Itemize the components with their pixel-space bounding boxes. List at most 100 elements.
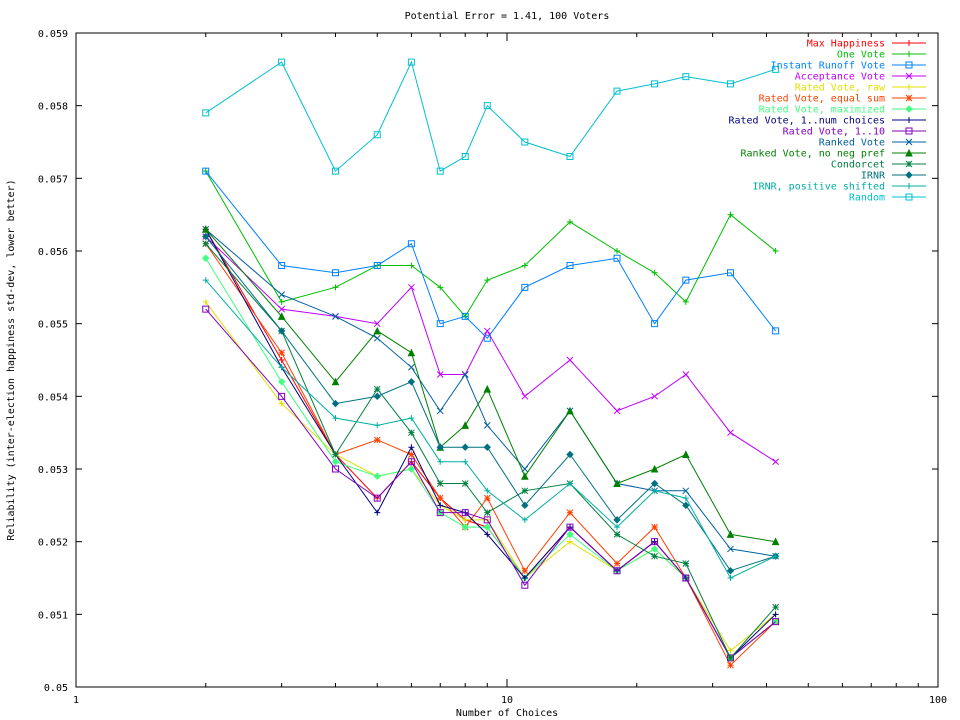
data-point-random	[331, 167, 339, 175]
data-point-random	[461, 153, 469, 161]
data-point-irnr-positive-shifted	[484, 487, 491, 494]
legend-marker	[906, 84, 912, 90]
data-point-random	[772, 65, 780, 73]
data-point-acceptance-vote	[521, 392, 529, 400]
data-point-acceptance-vote	[651, 392, 658, 400]
legend-label: IRNR, positive shifted	[753, 182, 885, 193]
data-point-condorcet	[682, 560, 690, 567]
y-tick-labels: 0.05 0.051 0.052 0.053 0.054 0.055 0.056 0.057 0…	[38, 29, 68, 694]
data-point-random	[483, 102, 491, 110]
data-point-instant-runoff-vote	[436, 320, 444, 328]
series-irnr-positive-shifted	[202, 277, 779, 581]
legend-entry-instant-runoff-vote: Instant Runoff Vote	[771, 61, 926, 72]
y-tick-label: 0.058	[38, 102, 68, 113]
data-point-instant-runoff-vote	[461, 312, 469, 320]
data-point-acceptance-vote	[436, 371, 444, 378]
data-point-irnr-positive-shifted	[278, 364, 285, 371]
legend-label: Rated Vote, 1..10	[783, 127, 885, 138]
legend-entry-max-happiness: Max Happiness	[807, 39, 926, 50]
series-rated-vote-1-10	[202, 305, 780, 662]
legend-entry-acceptance-vote: Acceptance Vote	[795, 72, 926, 83]
legend-label: One Vote	[837, 50, 885, 61]
data-point-one-vote	[521, 262, 528, 269]
data-point-rated-vote-raw	[202, 298, 209, 305]
data-point-condorcet	[727, 654, 734, 662]
data-point-rated-vote-maximized	[650, 545, 659, 553]
data-point-irnr-positive-shifted	[437, 458, 444, 465]
data-point-random	[373, 131, 381, 139]
data-point-instant-runoff-vote	[373, 262, 381, 270]
legend-entry-random: Random	[849, 193, 926, 204]
series-condorcet	[202, 240, 779, 662]
data-point-condorcet	[373, 385, 381, 393]
series-line-rated-vote-maximized	[205, 258, 776, 659]
data-point-one-vote	[727, 211, 734, 218]
data-point-ranked-vote-no-neg-pref	[373, 326, 382, 335]
data-point-rated-vote-maximized	[373, 472, 381, 480]
data-point-condorcet	[436, 480, 444, 487]
data-point-ranked-vote	[408, 363, 415, 371]
data-point-condorcet	[408, 429, 415, 437]
data-point-one-vote	[682, 298, 689, 305]
legend-marker	[905, 160, 913, 168]
data-point-ranked-vote	[373, 334, 381, 342]
series-line-instant-runoff-vote	[205, 170, 776, 339]
data-point-ranked-vote-no-neg-pref	[461, 421, 470, 429]
data-point-rated-vote-maximized	[202, 254, 210, 262]
legend-label: Random	[849, 193, 885, 204]
data-point-one-vote	[651, 269, 658, 276]
legend-entry-rated-vote-maximized: Rated Vote, maximized	[759, 105, 926, 116]
data-point-ranked-vote-no-neg-pref	[613, 479, 621, 488]
data-point-rated-vote-maximized	[483, 523, 491, 531]
axis-ticks	[75, 32, 939, 688]
legend-marker	[905, 193, 913, 201]
data-point-irnr	[436, 443, 444, 451]
data-point-rated-vote-1-num-choices	[374, 509, 381, 516]
data-point-condorcet	[461, 480, 469, 487]
data-point-rated-vote-1-10	[373, 494, 381, 502]
series-line-condorcet	[205, 243, 776, 659]
data-point-irnr	[483, 443, 491, 451]
data-point-instant-runoff-vote	[566, 262, 574, 270]
data-point-rated-vote-equal-sum	[727, 661, 734, 669]
data-point-random	[726, 80, 734, 88]
legend-marker	[906, 51, 912, 57]
data-point-instant-runoff-vote	[772, 327, 780, 335]
legend-marker	[905, 138, 913, 146]
y-axis-title: Reliability (inter-election happiness st…	[6, 179, 17, 540]
data-point-instant-runoff-vote	[651, 320, 659, 328]
data-point-condorcet	[202, 240, 210, 248]
data-point-max-happiness	[278, 357, 285, 363]
data-point-ranked-vote-no-neg-pref	[726, 530, 735, 538]
data-point-one-vote	[566, 218, 573, 225]
series-line-ranked-vote	[205, 228, 776, 557]
legend-label: Max Happiness	[807, 39, 885, 50]
data-point-rated-vote-1-10	[436, 509, 444, 517]
data-point-acceptance-vote	[727, 429, 734, 437]
data-point-one-vote	[772, 248, 779, 254]
data-point-irnr-positive-shifted	[727, 575, 734, 581]
data-point-rated-vote-equal-sum	[521, 567, 529, 575]
data-point-ranked-vote-no-neg-pref	[483, 384, 492, 393]
data-point-acceptance-vote	[278, 305, 285, 313]
data-point-irnr	[407, 378, 416, 386]
legend-label: Condorcet	[831, 160, 885, 171]
data-point-rated-vote-maximized	[566, 530, 574, 539]
series-line-one-vote	[205, 170, 776, 318]
data-point-rated-vote-1-10	[651, 538, 659, 546]
series-one-vote	[202, 168, 779, 320]
data-point-rated-vote-1-10	[521, 581, 529, 589]
chart-title: Potential Error = 1.41, 100 Voters	[405, 11, 610, 22]
data-point-acceptance-vote	[408, 283, 415, 291]
data-point-ranked-vote	[461, 371, 469, 378]
series-line-ranked-vote-no-neg-pref	[205, 228, 776, 543]
data-point-rated-vote-equal-sum	[373, 436, 381, 444]
data-point-rated-vote-equal-sum	[483, 494, 491, 502]
data-point-ranked-vote	[278, 291, 285, 298]
series-line-acceptance-vote	[205, 236, 776, 463]
data-point-one-vote	[484, 277, 491, 284]
x-tick-label: 100	[929, 695, 947, 706]
legend-entry-irnr: IRNR	[861, 171, 926, 182]
series-instant-runoff-vote	[202, 167, 780, 342]
